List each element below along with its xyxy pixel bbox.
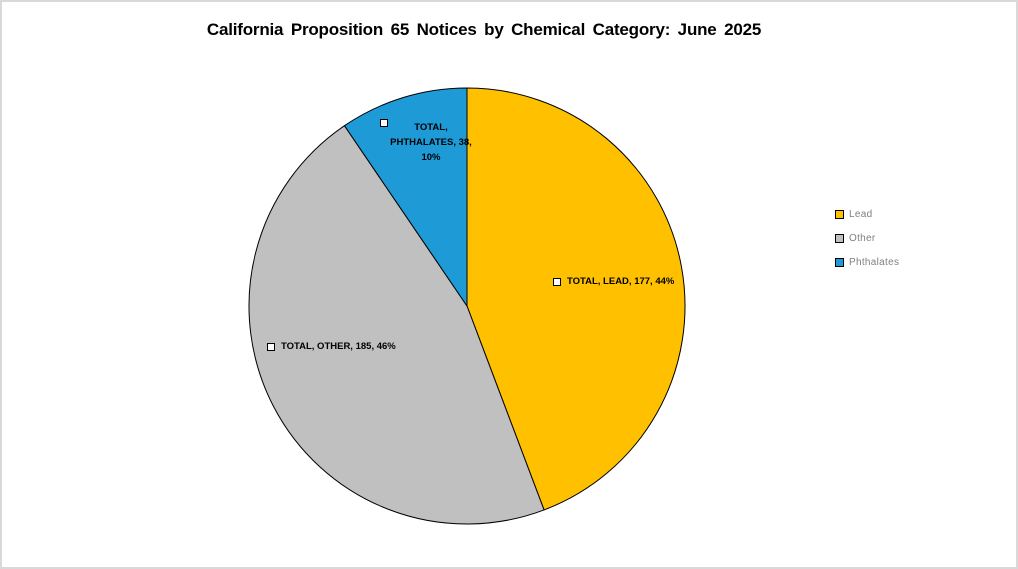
chart-title: California Proposition 65 Notices by Che… [206, 20, 762, 39]
legend-item-lead: Lead [835, 208, 899, 221]
pie-slice-other [248, 125, 545, 525]
legend: Lead Other Phthalates [835, 208, 899, 280]
pie-slice-lead [466, 87, 686, 511]
data-label-lead: TOTAL, LEAD, 177, 44% [553, 276, 674, 287]
other-swatch-icon [835, 234, 844, 243]
pie-slice-phthalates [343, 87, 468, 307]
data-label-text: TOTAL, LEAD, 177, 44% [567, 276, 675, 287]
legend-item-other: Other [835, 232, 899, 245]
legend-label: Phthalates [849, 257, 900, 268]
legend-key-icon [267, 342, 275, 351]
data-label-other: TOTAL, OTHER, 185, 46% [267, 341, 396, 352]
lead-swatch-icon [835, 210, 844, 219]
legend-label: Lead [849, 209, 873, 220]
data-label-phthalates: TOTAL, PHTHALATES, 38, 10% [390, 122, 472, 163]
legend-label: Other [849, 233, 876, 244]
legend-key-icon [380, 119, 388, 127]
data-label-text: TOTAL, OTHER, 185, 46% [281, 341, 396, 352]
legend-key-icon [553, 277, 561, 286]
phthalates-swatch-icon [835, 258, 844, 267]
legend-item-phthalates: Phthalates [835, 256, 899, 269]
